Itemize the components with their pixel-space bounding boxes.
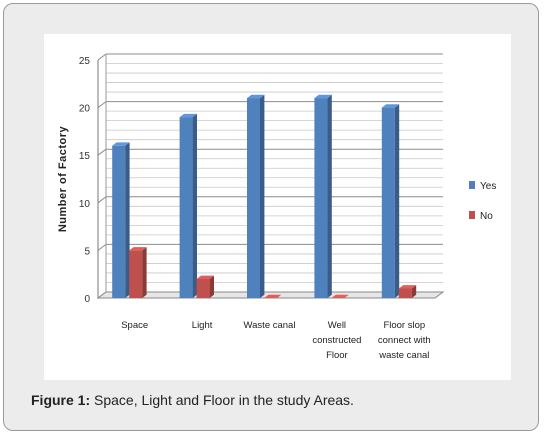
x-tick-label-line: Space <box>121 320 148 331</box>
bar-side-yes <box>260 94 265 298</box>
bar-side-no <box>142 247 147 298</box>
legend-swatch-no <box>469 211 475 219</box>
x-tick-label-line: waste canal <box>378 350 429 361</box>
x-tick-label-line: constructed <box>312 335 361 346</box>
caption-label: Figure 1: <box>31 392 91 408</box>
gridline-depth <box>97 243 107 251</box>
x-tick-label: Light <box>192 320 213 331</box>
bar-yes <box>112 145 126 298</box>
bar-top-yes <box>314 94 332 99</box>
x-tick-label-line: Waste canal <box>244 320 296 331</box>
x-tick-label-line: Floor <box>326 350 348 361</box>
bar-yes <box>381 107 395 298</box>
gridline-depth <box>97 196 107 204</box>
legend-label-yes: Yes <box>480 181 496 192</box>
bar-side-yes <box>394 104 400 298</box>
bar-top-no <box>129 247 147 251</box>
x-tick-label-line: Well <box>328 320 346 331</box>
y-tick-label: 15 <box>79 151 91 162</box>
bar-no <box>196 278 210 298</box>
y-axis-label: Number of Factory <box>57 125 69 232</box>
y-tick-label: 0 <box>84 294 90 305</box>
bar-side-yes <box>125 142 130 298</box>
bar-yes <box>179 117 193 299</box>
y-tick-label: 20 <box>79 104 91 115</box>
x-tick-label: Floor slop connect with waste canal <box>378 320 431 361</box>
x-tick-label-line: Light <box>192 320 213 331</box>
bar-top-yes <box>381 104 400 108</box>
bar-yes <box>247 98 260 298</box>
y-tick-label: 10 <box>79 199 91 210</box>
x-tick-label: Well constructed Floor <box>312 320 361 361</box>
caption-text: Space, Light and Floor in the study Area… <box>90 392 354 408</box>
bar-no <box>129 250 143 298</box>
bar-top-yes <box>112 142 130 146</box>
x-tick-label-line: connect with <box>378 335 431 346</box>
bar-side-yes <box>327 94 332 298</box>
figure-caption: Figure 1: Space, Light and Floor in the … <box>31 392 354 408</box>
gridline-depth <box>97 101 107 108</box>
bar-side-no <box>411 285 417 298</box>
y-tick-label: 25 <box>79 56 91 67</box>
bar-top-yes <box>179 113 197 118</box>
bar-top-no <box>331 294 349 298</box>
legend-label-no: No <box>480 211 493 222</box>
gridline-depth <box>97 53 107 61</box>
bar-yes <box>314 98 328 298</box>
bar-side-yes <box>192 113 197 298</box>
legend-swatch-yes <box>469 181 475 189</box>
bar-top-no <box>196 275 214 279</box>
bar-top-no <box>264 294 282 298</box>
bar-side-no <box>209 275 214 298</box>
y-tick-label: 5 <box>84 246 90 257</box>
gridline-depth <box>97 148 107 156</box>
bar-no <box>398 288 412 298</box>
x-tick-label: Waste canal <box>244 320 296 331</box>
x-tick-label-line: Floor slop <box>383 320 425 331</box>
bar-top-yes <box>247 94 265 99</box>
x-tick-label: Space <box>121 320 148 331</box>
bar-top-no <box>398 285 417 289</box>
figure-frame <box>3 3 539 431</box>
